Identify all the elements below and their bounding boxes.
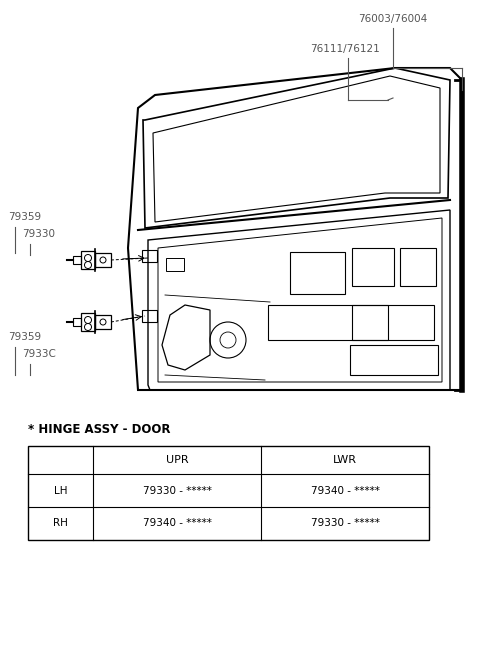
Text: 79340 - *****: 79340 - ***** xyxy=(143,518,211,528)
Bar xyxy=(28,446,429,540)
Bar xyxy=(268,305,388,340)
Bar xyxy=(95,253,111,267)
Text: UPR: UPR xyxy=(166,455,188,465)
Text: 79359: 79359 xyxy=(8,212,41,222)
Bar xyxy=(290,252,345,294)
Text: 79330: 79330 xyxy=(22,229,55,239)
Bar xyxy=(350,345,438,375)
Bar xyxy=(73,318,81,326)
Bar xyxy=(81,251,95,269)
Text: 76003/76004: 76003/76004 xyxy=(358,14,427,24)
Text: LWR: LWR xyxy=(333,455,357,465)
Bar xyxy=(352,248,394,286)
Bar xyxy=(142,310,157,322)
Text: 79330 - *****: 79330 - ***** xyxy=(143,486,211,495)
Text: RH: RH xyxy=(53,518,68,528)
Bar xyxy=(142,250,157,262)
Text: 79340 - *****: 79340 - ***** xyxy=(311,486,379,495)
Text: * HINGE ASSY - DOOR: * HINGE ASSY - DOOR xyxy=(28,423,170,436)
Text: 79330 - *****: 79330 - ***** xyxy=(311,518,379,528)
Bar xyxy=(95,315,111,329)
Text: 79359: 79359 xyxy=(8,332,41,342)
Bar xyxy=(352,305,434,340)
Bar xyxy=(400,248,436,286)
Bar xyxy=(81,313,95,331)
Bar xyxy=(166,258,184,271)
Bar xyxy=(73,256,81,264)
Text: 76111/76121: 76111/76121 xyxy=(310,44,380,54)
Text: 7933C: 7933C xyxy=(22,349,56,359)
Text: LH: LH xyxy=(54,486,67,495)
